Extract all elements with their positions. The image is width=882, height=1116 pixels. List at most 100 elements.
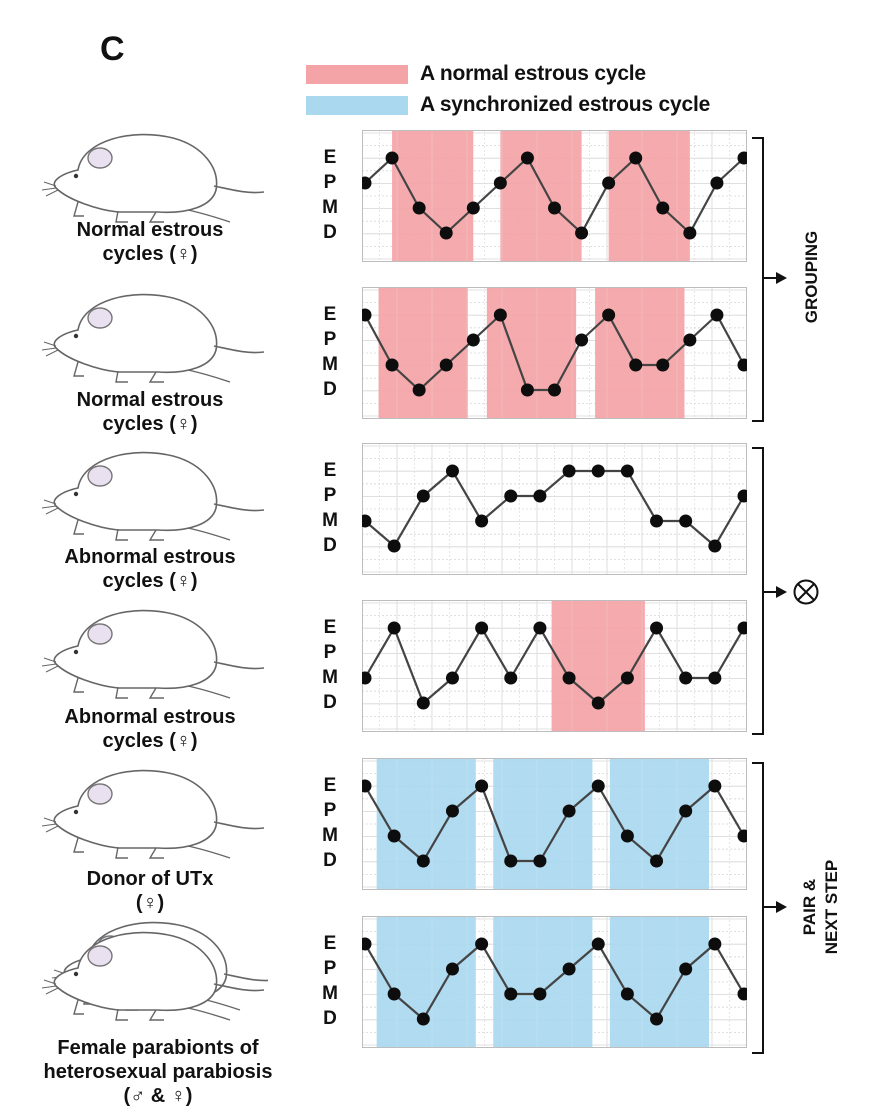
stage-label-p: P	[323, 485, 337, 506]
data-point	[493, 176, 507, 190]
stage-label-e: E	[323, 460, 337, 481]
data-point	[504, 489, 518, 503]
data-point	[387, 987, 401, 1001]
arrow-grouping-line	[764, 277, 778, 279]
data-point	[475, 779, 489, 793]
stage-label-d: D	[323, 1008, 337, 1029]
stage-label-d: D	[323, 850, 337, 871]
bracket-grouping	[752, 137, 764, 422]
subject-label: Abnormal estrous cycles (♀)	[0, 545, 310, 593]
arrow-abnormal-line	[764, 591, 778, 593]
stage-label-d: D	[323, 535, 337, 556]
data-point	[591, 464, 605, 478]
subject-label: Donor of UTx (♀)	[0, 867, 310, 915]
data-point	[650, 854, 664, 868]
stage-label-p: P	[323, 958, 337, 979]
subject-label-line: cycles (♀)	[102, 570, 198, 592]
subject-label-line: Female parabionts of	[57, 1037, 259, 1059]
data-point	[679, 962, 693, 976]
data-point	[416, 1012, 430, 1026]
legend-label-synchronized: A synchronized estrous cycle	[420, 93, 711, 116]
panel-letter: C	[100, 30, 125, 68]
subject-label-line: Normal estrous	[76, 389, 224, 411]
subject-label-line: cycles (♀)	[102, 243, 198, 265]
estrous-chart	[358, 130, 751, 267]
data-point	[737, 489, 751, 503]
data-point	[708, 671, 722, 685]
data-point	[562, 464, 576, 478]
shaded-cycle-region-synchronized	[609, 758, 710, 890]
data-point	[387, 621, 401, 635]
estrous-chart-svg	[358, 130, 751, 262]
label-pair-line-2: NEXT STEP	[822, 859, 841, 955]
data-point	[385, 151, 399, 165]
data-point	[683, 333, 697, 347]
data-point	[710, 176, 724, 190]
shaded-cycle-region-normal	[486, 287, 577, 419]
shaded-cycle-region-normal	[551, 600, 645, 732]
data-point	[504, 671, 518, 685]
shaded-cycle-region-normal	[595, 287, 685, 419]
legend-swatch-synchronized	[306, 95, 408, 115]
stage-label-m: M	[322, 667, 338, 688]
data-point	[533, 987, 547, 1001]
data-point	[708, 779, 722, 793]
data-point	[533, 489, 547, 503]
subject-label-line: cycles (♀)	[102, 730, 198, 752]
data-point	[620, 987, 634, 1001]
data-point	[591, 937, 605, 951]
data-point	[520, 151, 534, 165]
subject-label-line: Normal estrous	[76, 219, 224, 241]
data-point	[602, 176, 616, 190]
series-line	[364, 942, 745, 1021]
estrous-chart	[358, 287, 751, 424]
data-point	[358, 779, 372, 793]
chart-frame	[362, 600, 747, 732]
data-point	[533, 621, 547, 635]
data-point	[445, 464, 459, 478]
data-point	[504, 854, 518, 868]
data-point	[385, 358, 399, 372]
data-point	[548, 383, 561, 397]
legend-normal: A normal estrous cycle	[306, 62, 646, 86]
estrous-chart-svg	[358, 916, 751, 1048]
shaded-cycle-region-normal	[608, 130, 690, 262]
subject-label: Normal estrous cycles (♀)	[0, 388, 310, 436]
data-point	[591, 779, 605, 793]
data-point	[708, 539, 722, 553]
label-pair-line-1: PAIR &	[800, 878, 819, 936]
shaded-cycle-region-synchronized	[493, 916, 593, 1048]
data-point	[358, 937, 372, 951]
data-point	[358, 514, 372, 528]
estrous-chart-svg	[358, 758, 751, 890]
legend-synchronized: A synchronized estrous cycle	[306, 93, 710, 117]
data-point	[656, 358, 670, 372]
data-point	[575, 226, 589, 240]
stage-label-e: E	[323, 775, 337, 796]
subject-label-line: (♀)	[135, 892, 165, 914]
subject-label-line: cycles (♀)	[102, 413, 198, 435]
shaded-cycle-region-normal	[392, 130, 474, 262]
stage-label-m: M	[322, 983, 338, 1004]
data-point	[533, 854, 547, 868]
rat-illustration-icon	[38, 436, 268, 551]
data-point	[679, 671, 693, 685]
stage-label-p: P	[323, 800, 337, 821]
data-point	[737, 829, 751, 843]
stage-label-d: D	[323, 379, 337, 400]
label-grouping: GROUPING	[802, 230, 821, 324]
data-point	[679, 514, 693, 528]
stage-label-p: P	[323, 329, 337, 350]
data-point	[445, 804, 459, 818]
estrous-chart	[358, 758, 751, 895]
subject-label-line: (♂ & ♀)	[123, 1085, 193, 1107]
data-point	[602, 308, 616, 322]
data-point	[387, 829, 401, 843]
data-point	[562, 671, 576, 685]
series-line	[364, 784, 745, 863]
data-point	[416, 696, 430, 710]
shaded-cycle-region-synchronized	[493, 758, 593, 890]
stage-label-e: E	[323, 304, 337, 325]
data-point	[445, 962, 459, 976]
subject-label: Normal estrous cycles (♀)	[0, 218, 310, 266]
